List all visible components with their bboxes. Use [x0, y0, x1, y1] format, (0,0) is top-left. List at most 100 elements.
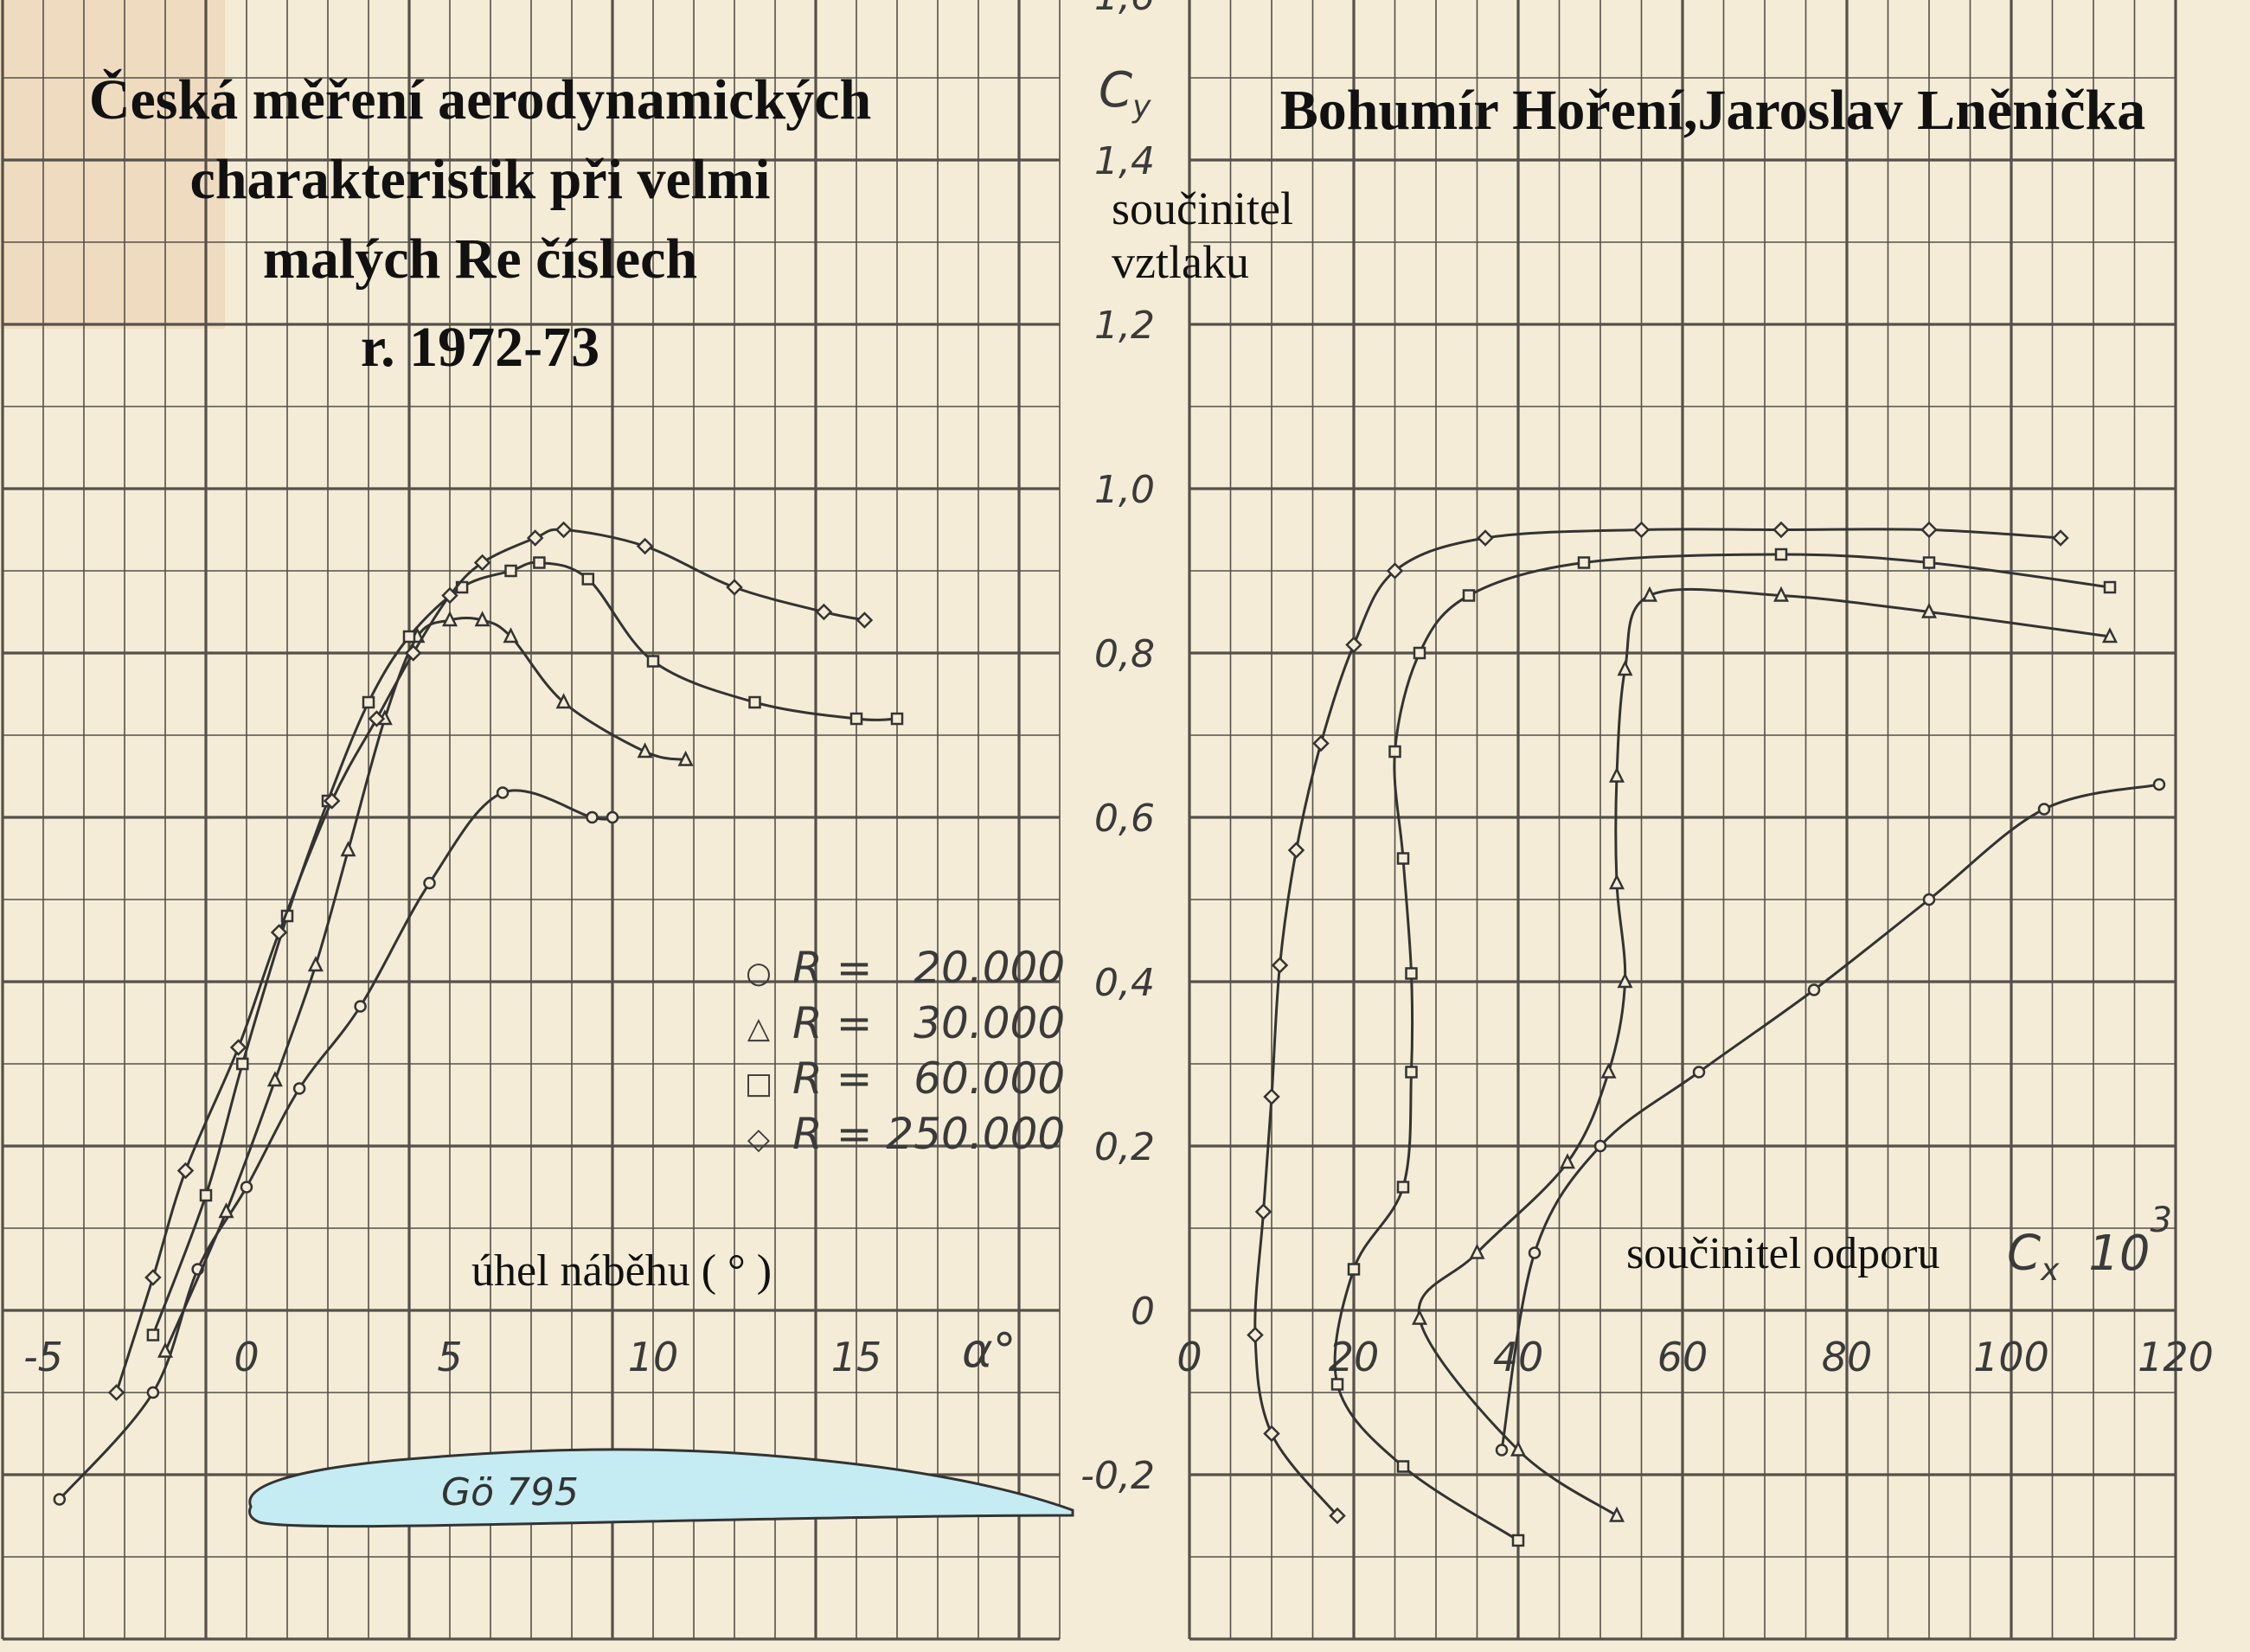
- chart-title: Česká měření aerodynamických charakteris…: [35, 61, 926, 387]
- x-tick-label: 10: [628, 1334, 679, 1380]
- data-point-square: [2103, 580, 2117, 594]
- data-point-square: [1388, 745, 1401, 759]
- legend-item: ◇ R = 250.000: [744, 1109, 1156, 1164]
- data-point-circle: [2152, 778, 2166, 791]
- data-point-square: [236, 1057, 249, 1071]
- data-point-circle: [423, 876, 436, 890]
- data-point-diamond: [441, 586, 458, 605]
- data-point-square: [1405, 967, 1418, 980]
- y-tick-label: 1,2: [1094, 304, 1155, 348]
- y-symbol-main: C: [1099, 62, 1133, 118]
- data-point-diamond: [176, 1162, 195, 1180]
- data-point-diamond: [473, 554, 491, 572]
- y-axis-label-text: součinitel vztlaku: [1112, 182, 1293, 288]
- data-point-triangle: [503, 627, 519, 644]
- data-point-triangle: [1617, 972, 1633, 989]
- data-point-diamond: [1477, 529, 1494, 547]
- left-panel-grid: [1, 0, 1061, 1641]
- legend-label: R = 60.000: [792, 1053, 1066, 1104]
- data-point-triangle: [2101, 627, 2119, 644]
- data-point-diamond: [856, 611, 874, 629]
- left-x-tick-labels: -5 0 5 10 15: [23, 1334, 881, 1380]
- data-point-square: [1413, 646, 1426, 660]
- data-point-triangle: [677, 750, 694, 766]
- data-point-square: [581, 573, 595, 586]
- data-point-square: [199, 1188, 213, 1202]
- data-point-square: [1462, 589, 1476, 602]
- right-axis-tick-labels: 0 20 40 60 80 100 120-0,200,20,40,60,81,01,21,…: [1080, 0, 2214, 1498]
- data-point-diamond: [1263, 1088, 1280, 1105]
- data-point-diamond: [270, 924, 288, 941]
- x-symbol-right: Cx 103: [2007, 1201, 2172, 1288]
- title-line-4: r. 1972-73: [360, 316, 600, 379]
- data-point-diamond: [1287, 842, 1305, 859]
- data-point-diamond: [815, 603, 833, 621]
- x-symbol-sub: x: [2041, 1252, 2060, 1288]
- data-point-triangle: [218, 1202, 234, 1219]
- data-point-triangle: [555, 693, 572, 709]
- legend-marker-circle: ○: [746, 956, 772, 990]
- x-axis-label-left: úhel náběhu ( ° ): [471, 1246, 772, 1296]
- data-point-diamond: [1329, 1507, 1346, 1525]
- data-point-diamond: [1345, 636, 1362, 654]
- data-point-triangle: [1411, 1309, 1428, 1325]
- data-point-diamond: [1772, 521, 1790, 539]
- data-point-circle: [2037, 803, 2051, 816]
- data-point-square: [146, 1329, 160, 1341]
- data-point-square: [646, 655, 660, 668]
- y-tick-label: 0,2: [1094, 1125, 1155, 1169]
- data-point-square: [1347, 1263, 1361, 1276]
- data-point-triangle: [1641, 586, 1658, 602]
- data-point-circle: [496, 786, 510, 799]
- data-point-triangle: [474, 611, 490, 627]
- data-point-square: [1396, 1460, 1410, 1473]
- alpha-symbol: α°: [962, 1323, 1016, 1378]
- legend: ○ R = 20.000 △ R = 30.000 □ R = 60.000 ◇…: [744, 943, 1156, 1164]
- data-point-triangle: [1608, 1506, 1625, 1522]
- data-point-square: [362, 695, 375, 709]
- y-symbol-sub: y: [1132, 89, 1151, 125]
- data-point-square: [1774, 547, 1788, 561]
- left-lift-curves: [53, 521, 904, 1506]
- data-point-diamond: [1247, 1326, 1264, 1344]
- data-point-diamond: [144, 1269, 162, 1286]
- data-point-diamond: [368, 710, 386, 727]
- legend-marker-square: □: [744, 1066, 773, 1101]
- data-point-diamond: [229, 1039, 247, 1056]
- data-point-circle: [1922, 893, 1936, 906]
- data-point-square: [1396, 1181, 1410, 1194]
- series-line: [58, 789, 613, 1501]
- data-point-diamond: [1312, 734, 1330, 752]
- x-symbol-main: C: [2007, 1225, 2042, 1282]
- legend-item: □ R = 60.000: [744, 1053, 1156, 1109]
- x-tick-label: 0: [1176, 1334, 1202, 1380]
- title-line-1: Česká měření aerodynamických: [88, 68, 872, 131]
- data-point-diamond: [554, 521, 573, 539]
- data-point-square: [890, 712, 904, 726]
- x-tick-label: 120: [2138, 1334, 2214, 1380]
- data-point-triangle: [340, 841, 356, 857]
- data-point-circle: [1692, 1066, 1706, 1079]
- data-point-diamond: [2052, 529, 2069, 547]
- data-point-diamond: [1632, 521, 1651, 539]
- data-point-triangle: [1600, 1062, 1617, 1079]
- y-tick-label: 0,6: [1094, 797, 1155, 841]
- data-point-square: [1577, 556, 1591, 569]
- data-point-diamond: [1263, 1425, 1280, 1443]
- data-point-triangle: [1469, 1243, 1485, 1259]
- paper-stain: [0, 0, 225, 329]
- airfoil-profile: Gö 795: [247, 1448, 1074, 1528]
- y-symbol-right: Cy: [1099, 62, 1151, 125]
- data-point-diamond: [1254, 1203, 1272, 1220]
- series-line: [115, 528, 865, 1393]
- x-tick-label: 100: [1973, 1334, 2049, 1380]
- x-tick-label: 80: [1822, 1334, 1873, 1380]
- data-point-triangle: [1920, 602, 1938, 618]
- x-tick-label: 40: [1493, 1334, 1544, 1380]
- data-point-square: [504, 564, 517, 578]
- x-tick-label: 0: [234, 1334, 259, 1380]
- data-point-square: [402, 630, 416, 644]
- legend-label: R = 250.000: [792, 1109, 1066, 1159]
- data-point-square: [1405, 1066, 1418, 1079]
- data-point-square: [748, 695, 761, 709]
